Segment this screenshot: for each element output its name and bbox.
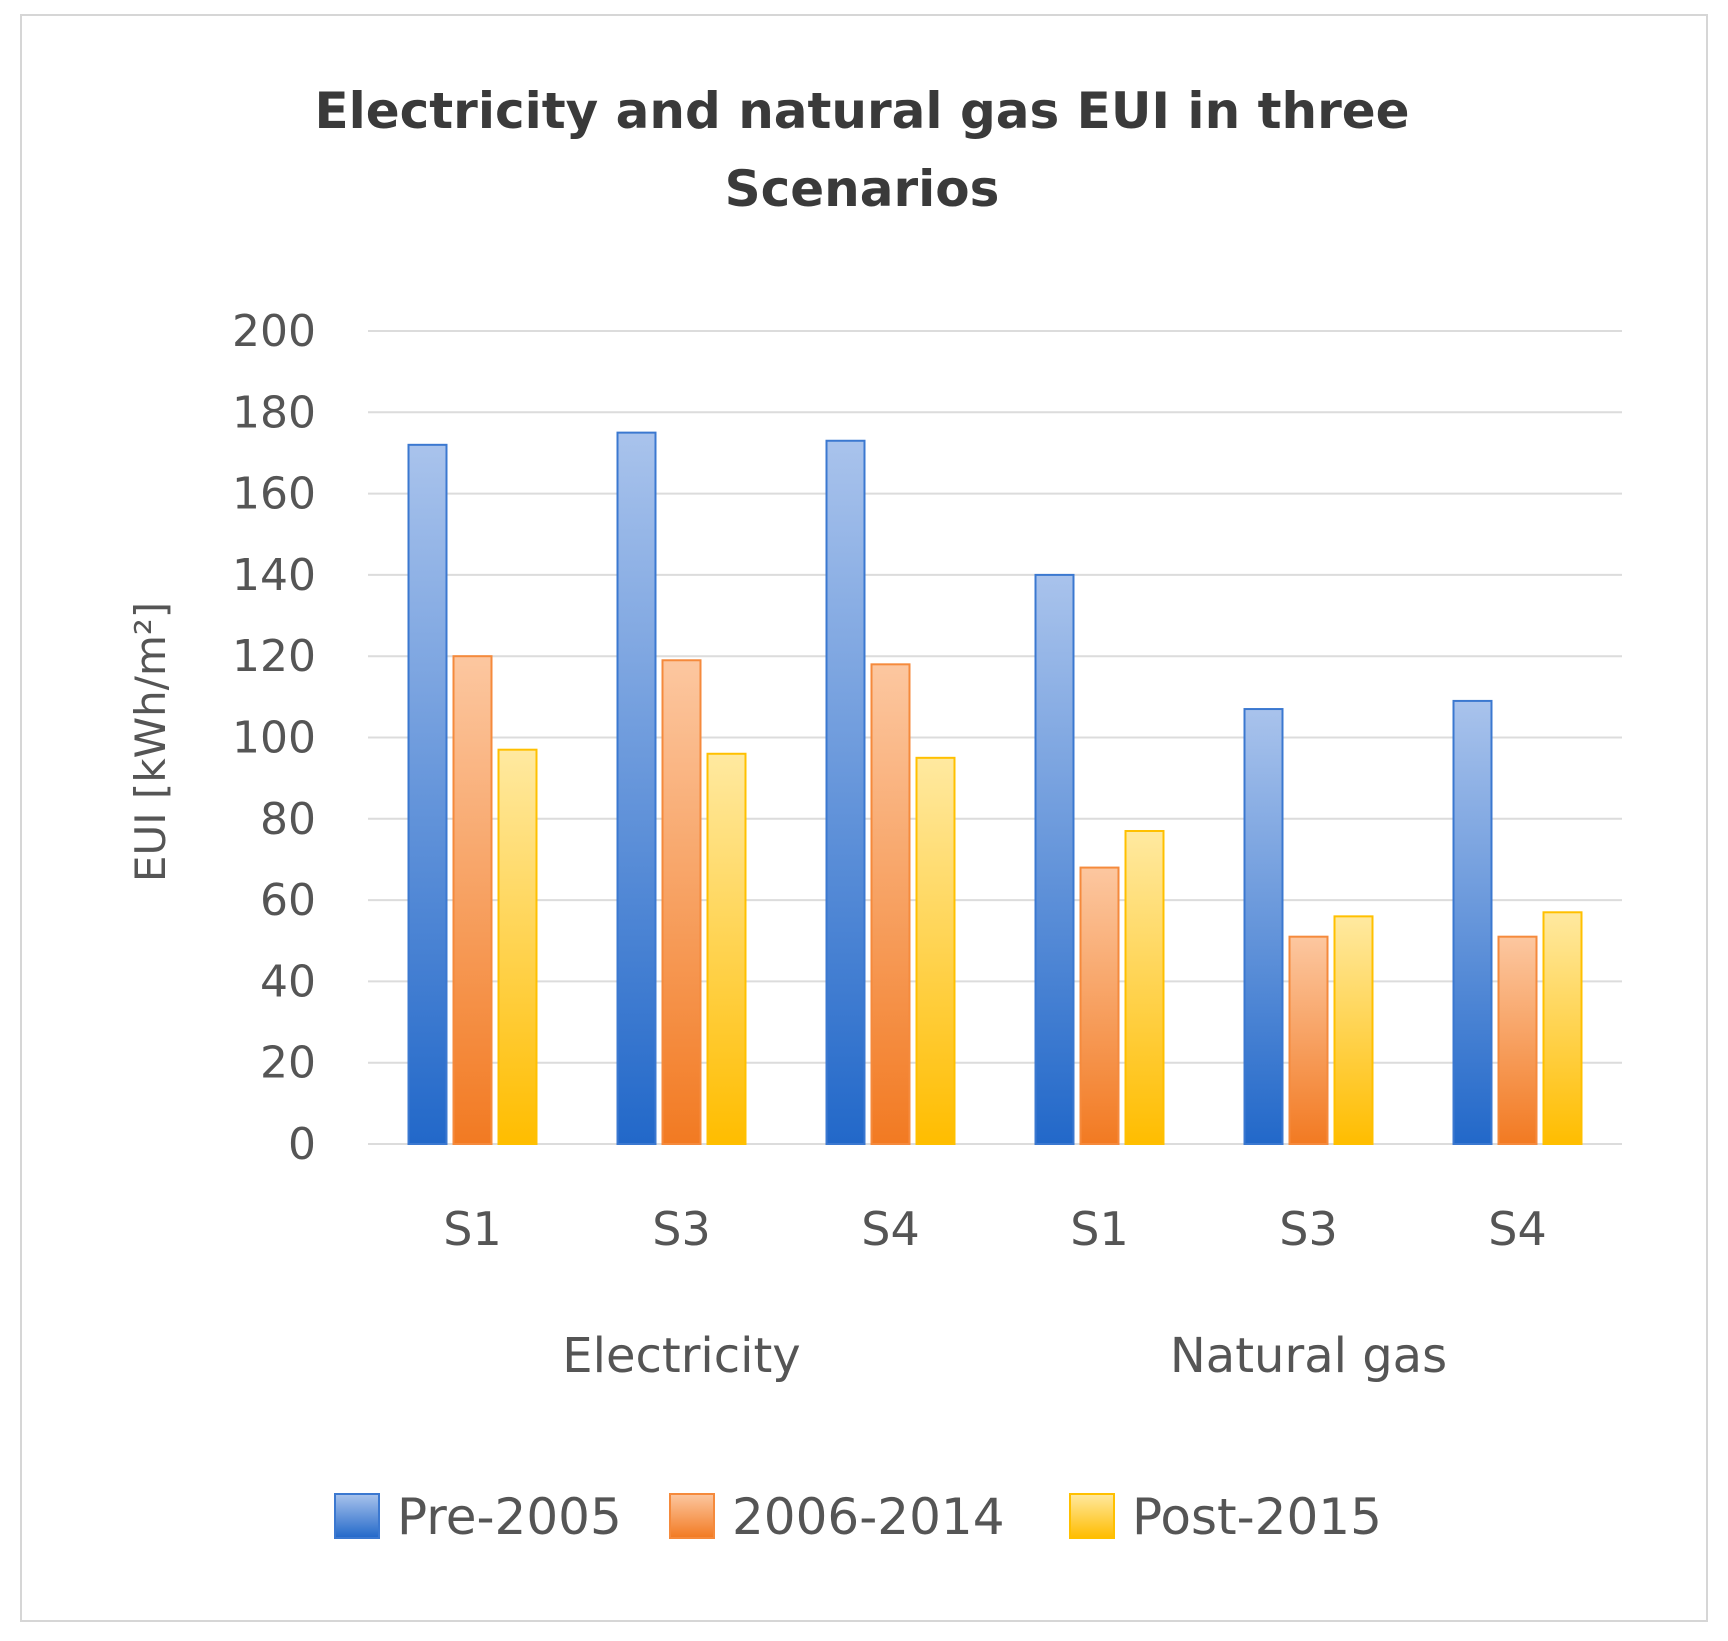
bar-2006-2014-s1-0: [452, 655, 493, 1145]
bar-2006-2014-s3-1: [661, 659, 702, 1145]
x-category-label: S3: [1279, 1202, 1337, 1256]
x-category-label: S4: [1488, 1202, 1546, 1256]
y-tick-label: 180: [232, 387, 316, 438]
bar-2006-2014-s4-2: [870, 663, 911, 1146]
y-tick-label: 60: [260, 875, 316, 926]
bar-post-2015-s1-3: [1124, 829, 1165, 1145]
y-axis-ticks: 0 20 40 60 80 100 120 140 160 180 200: [232, 306, 316, 1170]
gridlines: [368, 330, 1622, 1145]
y-tick-label: 160: [232, 469, 316, 520]
bar-post-2015-s4-5: [1542, 911, 1583, 1145]
legend-swatch-0: [334, 1493, 380, 1539]
bar-post-2015-s4-2: [915, 756, 956, 1145]
bar-pre-2005-s3-1: [616, 431, 657, 1145]
bar-post-2015-s1-0: [497, 748, 538, 1145]
bar-post-2015-s3-4: [1333, 915, 1374, 1145]
legend-label-1: 2006-2014: [732, 1488, 1005, 1546]
chart-title-line-1: Electricity and natural gas EUI in three: [314, 82, 1409, 140]
bars: [407, 431, 1583, 1146]
chart-title-line-2: Scenarios: [725, 160, 1000, 218]
bar-pre-2005-s1-0: [407, 443, 448, 1145]
bar-post-2015-s3-1: [706, 752, 747, 1145]
x-category-label: S1: [443, 1202, 501, 1256]
legend-swatch-1: [669, 1493, 715, 1539]
y-tick-label: 120: [232, 631, 316, 682]
y-tick-label: 100: [232, 713, 316, 764]
bar-2006-2014-s3-4: [1288, 935, 1329, 1145]
x-group-label: Electricity: [562, 1328, 800, 1384]
y-tick-label: 0: [288, 1119, 316, 1170]
bar-pre-2005-s1-3: [1034, 573, 1075, 1145]
x-category-label: S3: [652, 1202, 710, 1256]
bar-2006-2014-s4-5: [1497, 935, 1538, 1145]
legend: Pre-2005 2006-2014 Post-2015: [334, 1488, 1382, 1546]
x-category-label: S4: [861, 1202, 919, 1256]
x-group-label: Natural gas: [1170, 1328, 1447, 1384]
legend-label-2: Post-2015: [1132, 1488, 1382, 1546]
bar-pre-2005-s3-4: [1243, 708, 1284, 1145]
y-tick-label: 140: [232, 550, 316, 601]
bar-pre-2005-s4-2: [825, 439, 866, 1145]
x-axis-categories: S1 S3 S4 S1 S3 S4: [443, 1202, 1546, 1256]
y-tick-label: 20: [260, 1038, 316, 1089]
y-tick-label: 80: [260, 794, 316, 845]
x-category-label: S1: [1070, 1202, 1128, 1256]
y-axis-label: EUI [kWh/m²]: [126, 602, 175, 882]
legend-label-0: Pre-2005: [397, 1488, 622, 1546]
y-tick-label: 40: [260, 956, 316, 1007]
bar-pre-2005-s4-5: [1452, 699, 1493, 1145]
x-axis-groups: Electricity Natural gas: [562, 1328, 1447, 1384]
bar-2006-2014-s1-3: [1079, 866, 1120, 1146]
y-tick-label: 200: [232, 306, 316, 357]
legend-swatch-2: [1069, 1493, 1115, 1539]
